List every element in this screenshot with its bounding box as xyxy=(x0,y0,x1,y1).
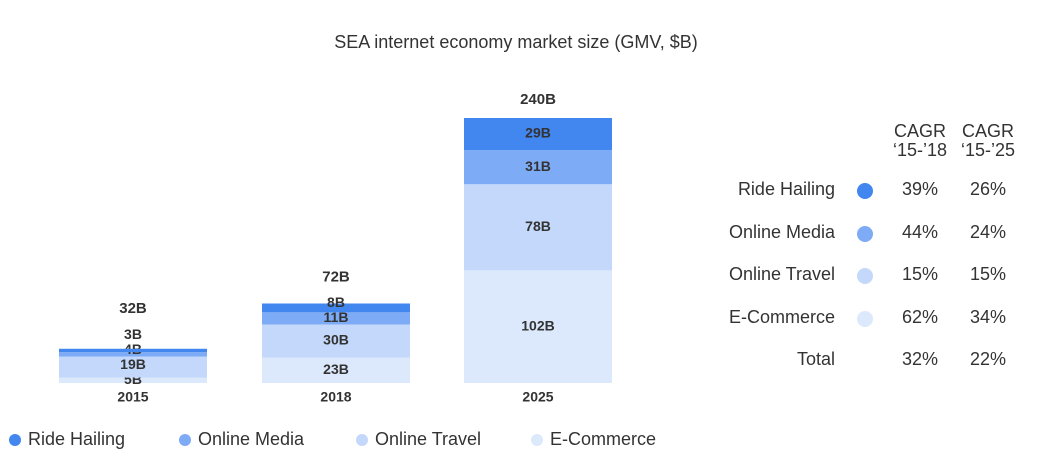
value-label: 78B xyxy=(525,218,551,234)
table-cell: 15% xyxy=(902,264,938,284)
x-tick-label: 2025 xyxy=(522,389,553,405)
table-row-label: Online Media xyxy=(729,222,836,242)
table-row-label: E-Commerce xyxy=(729,307,835,327)
legend-marker xyxy=(531,434,543,446)
bar-segment xyxy=(59,348,207,353)
table-header: ‘15-’18 xyxy=(893,140,947,160)
bar-segment xyxy=(59,377,207,383)
chart-title: SEA internet economy market size (GMV, $… xyxy=(334,32,697,52)
value-label: 11B xyxy=(324,309,349,325)
total-label: 72B xyxy=(322,268,350,285)
total-label: 240B xyxy=(520,91,556,108)
table-header: CAGR xyxy=(962,121,1014,141)
value-label: 29B xyxy=(525,125,551,141)
value-label: 19B xyxy=(120,356,146,372)
legend-marker xyxy=(9,434,21,446)
x-tick-label: 2015 xyxy=(117,389,148,405)
bar-segment xyxy=(59,356,207,378)
table-cell: 62% xyxy=(902,307,938,327)
bar-segment xyxy=(262,303,410,313)
table-cell: 39% xyxy=(902,179,938,199)
table-cell: 34% xyxy=(970,307,1006,327)
bar-segment xyxy=(464,118,612,151)
table-header: ‘15-’25 xyxy=(961,140,1015,160)
value-label: 31B xyxy=(525,158,551,174)
bar-segment xyxy=(262,324,410,358)
value-label: 3B xyxy=(124,326,142,342)
legend-marker xyxy=(179,434,191,446)
bar-segment xyxy=(464,270,612,383)
bar-segment xyxy=(59,352,207,357)
table-dot xyxy=(857,268,873,284)
bar-segment xyxy=(464,150,612,185)
bar-segment xyxy=(464,184,612,271)
table-dot xyxy=(857,311,873,327)
table-row-label: Total xyxy=(797,349,835,369)
value-label: 8B xyxy=(327,294,345,310)
value-label: 23B xyxy=(323,361,349,377)
table-cell: 15% xyxy=(970,264,1006,284)
bar-segment xyxy=(262,312,410,325)
legend-label: Ride Hailing xyxy=(28,429,125,449)
table-cell: 26% xyxy=(970,179,1006,199)
table-cell: 22% xyxy=(970,349,1006,369)
bar-segment xyxy=(262,357,410,383)
table-dot xyxy=(857,226,873,242)
legend-marker xyxy=(356,434,368,446)
table-row-label: Online Travel xyxy=(729,264,835,284)
legend-label: Online Media xyxy=(198,429,305,449)
table-row-label: Ride Hailing xyxy=(738,179,835,199)
table-dot xyxy=(857,183,873,199)
value-label: 30B xyxy=(323,332,349,348)
table-cell: 32% xyxy=(902,349,938,369)
table-cell: 44% xyxy=(902,222,938,242)
table-cell: 24% xyxy=(970,222,1006,242)
total-label: 32B xyxy=(119,300,147,317)
table-header: CAGR xyxy=(894,121,946,141)
legend-label: E-Commerce xyxy=(550,429,656,449)
x-tick-label: 2018 xyxy=(320,389,351,405)
legend-label: Online Travel xyxy=(375,429,481,449)
value-label: 102B xyxy=(521,317,554,333)
